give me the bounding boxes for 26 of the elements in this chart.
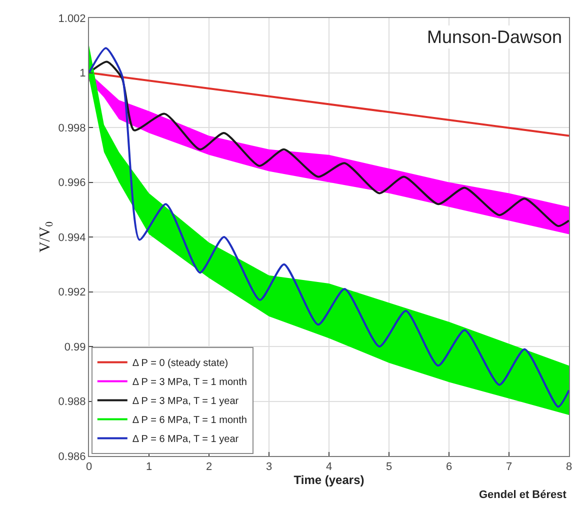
legend-label: Δ P = 0 (steady state) (132, 358, 228, 370)
x-tick-label: 7 (506, 461, 512, 474)
legend-label: Δ P = 6 MPa, T = 1 year (132, 434, 240, 446)
x-tick-label: 8 (566, 461, 572, 474)
y-tick-label: 1.002 (58, 12, 86, 25)
x-tick-label: 5 (386, 461, 392, 474)
x-tick-label: 2 (206, 461, 212, 474)
legend-label: Δ P = 6 MPa, T = 1 month (132, 415, 247, 426)
y-tick-label: 0.998 (58, 122, 86, 134)
annotation: Munson-Dawson (427, 27, 562, 47)
x-tick-label: 3 (266, 461, 272, 474)
x-axis-title: Time (years) (294, 473, 364, 488)
y-tick-label: 1 (80, 68, 86, 80)
legend-label: Δ P = 3 MPa, T = 1 year (132, 396, 240, 408)
y-tick-label: 0.996 (58, 177, 86, 190)
y-tick-label: 0.994 (58, 232, 86, 244)
legend-label: Δ P = 3 MPa, T = 1 month (132, 377, 247, 388)
y-tick-label: 0.988 (58, 396, 86, 408)
x-tick-label: 4 (326, 461, 332, 474)
text: Gendel et Bérest (479, 489, 567, 501)
y-tick-label: 0.99 (64, 341, 86, 354)
y-tick-label: 0.992 (58, 286, 86, 299)
x-tick-label: 1 (146, 461, 152, 474)
x-tick-label: 6 (446, 461, 452, 474)
y-tick-label: 0.986 (58, 450, 86, 463)
x-tick-label: 0 (86, 461, 92, 474)
